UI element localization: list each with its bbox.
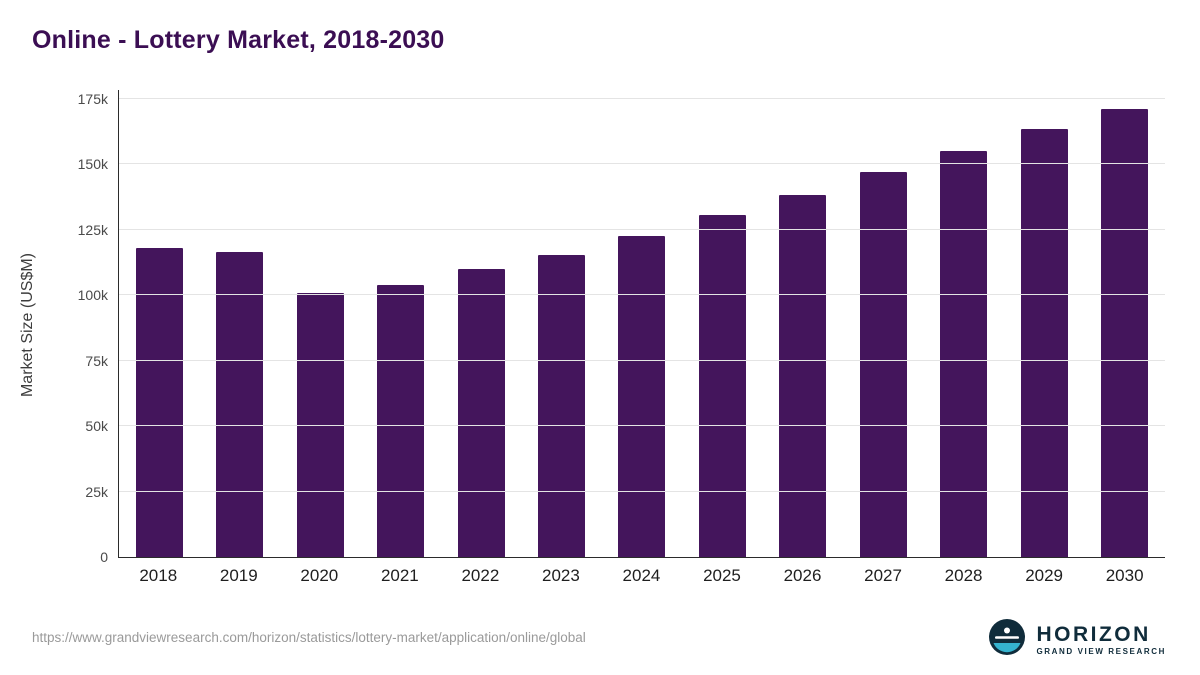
source-url: https://www.grandviewresearch.com/horizo… bbox=[32, 630, 586, 645]
y-tick-label: 175k bbox=[77, 91, 108, 107]
y-axis-title: Market Size (US$M) bbox=[19, 252, 36, 398]
x-tick-label: 2027 bbox=[864, 566, 902, 585]
x-tick-label: 2029 bbox=[1025, 566, 1064, 585]
bar-2022[interactable] bbox=[457, 269, 505, 557]
x-axis-labels: 2018 2019 2020 2021 2022 2023 2024 2025 2026 2027… bbox=[118, 566, 1165, 586]
x-tick-label: 2022 bbox=[461, 566, 500, 585]
x-tick-label: 2030 bbox=[1105, 566, 1144, 585]
bar-2029[interactable] bbox=[1020, 129, 1068, 557]
horizon-logo-icon bbox=[988, 618, 1026, 661]
gridline bbox=[119, 359, 1165, 361]
bar-slot bbox=[682, 90, 762, 557]
bar-slot bbox=[119, 90, 199, 557]
bar-2018[interactable] bbox=[135, 248, 183, 557]
bars-row bbox=[119, 90, 1165, 557]
x-tick-label: 2018 bbox=[139, 566, 178, 585]
bar-slot bbox=[441, 90, 521, 557]
gridline bbox=[119, 490, 1165, 492]
brand-text: HORIZON GRAND VIEW RESEARCH bbox=[1036, 624, 1166, 656]
x-tick-label: 2026 bbox=[783, 566, 822, 585]
bar-slot bbox=[200, 90, 280, 557]
y-tick-label: 125k bbox=[77, 221, 108, 238]
y-tick-label: 0 bbox=[100, 549, 108, 565]
bar-2023[interactable] bbox=[537, 254, 585, 557]
bar-2028[interactable] bbox=[940, 151, 988, 557]
bar-2020[interactable] bbox=[296, 292, 344, 557]
y-tick-label: 150k bbox=[77, 156, 108, 173]
bar-slot bbox=[280, 90, 360, 557]
x-tick-label: 2019 bbox=[219, 566, 258, 585]
x-tick-label: 2020 bbox=[300, 566, 339, 585]
bar-slot bbox=[1004, 90, 1084, 557]
gridline bbox=[119, 163, 1165, 165]
gridline bbox=[119, 294, 1165, 296]
x-tick-label: 2028 bbox=[944, 566, 983, 585]
bar-slot bbox=[521, 90, 601, 557]
bar-2026[interactable] bbox=[779, 194, 827, 557]
bar-slot bbox=[1085, 90, 1165, 557]
brand-logo: HORIZON GRAND VIEW RESEARCH bbox=[988, 618, 1166, 661]
bar-slot bbox=[843, 90, 923, 557]
bar-2027[interactable] bbox=[859, 172, 907, 557]
brand-subtitle: GRAND VIEW RESEARCH bbox=[1036, 646, 1166, 656]
gridline bbox=[119, 98, 1165, 99]
chart-title: Online - Lottery Market, 2018-2030 bbox=[32, 26, 445, 54]
bar-2024[interactable] bbox=[618, 236, 666, 557]
y-tick-label: 75k bbox=[85, 352, 108, 369]
y-tick-label: 100k bbox=[77, 287, 108, 304]
bar-2025[interactable] bbox=[698, 215, 746, 557]
brand-name: HORIZON bbox=[1036, 622, 1151, 646]
plot-area bbox=[118, 90, 1165, 558]
x-tick-label: 2025 bbox=[703, 566, 741, 585]
bar-slot bbox=[361, 90, 441, 557]
y-tick-label: 50k bbox=[85, 418, 108, 435]
gridline bbox=[119, 425, 1165, 427]
bar-2021[interactable] bbox=[377, 284, 425, 557]
bar-slot bbox=[602, 90, 682, 557]
bar-slot bbox=[763, 90, 843, 557]
x-tick-label: 2023 bbox=[542, 566, 580, 585]
bar-2030[interactable] bbox=[1101, 109, 1149, 557]
gridline bbox=[119, 228, 1165, 230]
x-tick-label: 2021 bbox=[380, 566, 419, 585]
bar-slot bbox=[924, 90, 1004, 557]
bar-2019[interactable] bbox=[216, 252, 264, 557]
y-tick-label: 25k bbox=[85, 483, 108, 500]
x-tick-label: 2024 bbox=[622, 566, 661, 585]
